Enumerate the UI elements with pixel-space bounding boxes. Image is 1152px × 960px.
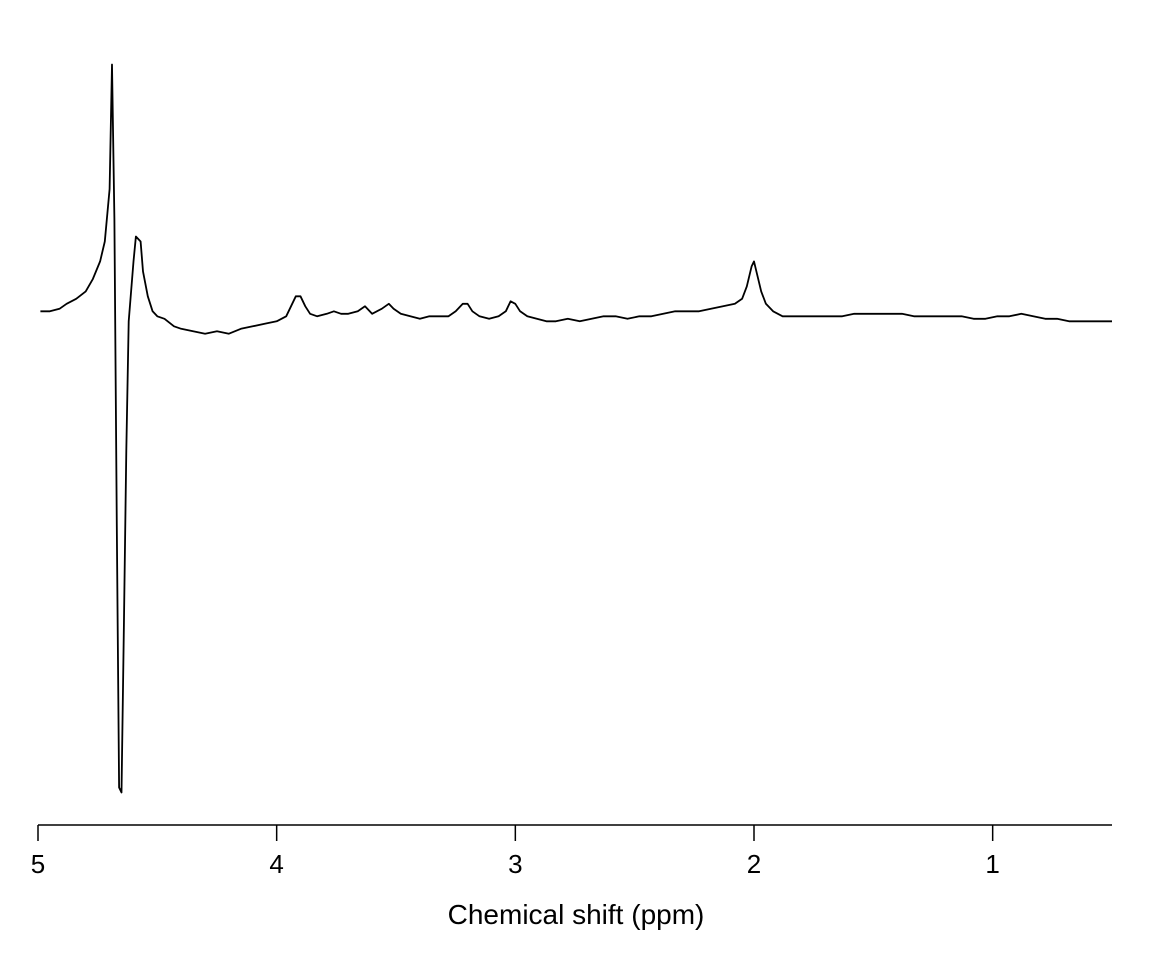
spectrum-line-0 — [40, 63, 1112, 794]
x-tick-label: 3 — [508, 849, 522, 879]
x-axis: 5 4 3 2 1 — [31, 824, 1112, 879]
x-tick-label: 4 — [269, 849, 283, 879]
x-tick-label: 5 — [31, 849, 45, 879]
plot-area — [40, 63, 1112, 794]
x-tick-label: 2 — [747, 849, 761, 879]
x-tick-label: 1 — [985, 849, 999, 879]
x-axis-title: Chemical shift (ppm) — [448, 899, 705, 930]
